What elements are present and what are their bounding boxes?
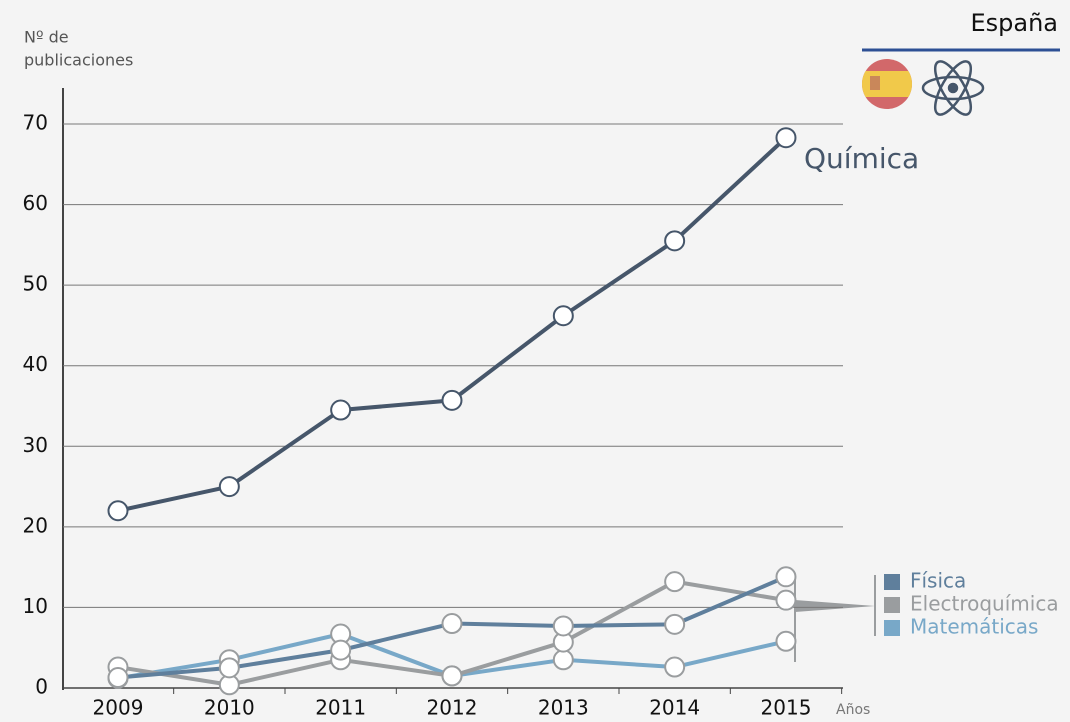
- legend-swatch: [884, 620, 900, 636]
- x-tick-label: 2009: [93, 696, 144, 720]
- y-axis-label: publicaciones: [24, 51, 133, 70]
- point: [107, 500, 129, 522]
- y-tick-label: 20: [23, 513, 48, 537]
- x-tick-label: 2014: [649, 696, 700, 720]
- point: [330, 639, 352, 661]
- y-tick-label: 60: [23, 191, 48, 215]
- y-tick-label: 10: [23, 594, 48, 618]
- x-tick-label: 2013: [538, 696, 589, 720]
- point: [552, 305, 574, 327]
- y-tick-label: 30: [23, 433, 48, 457]
- point: [441, 665, 463, 687]
- point: [330, 399, 352, 421]
- point: [775, 630, 797, 652]
- point: [218, 657, 240, 679]
- atom-icon: [921, 60, 985, 116]
- point: [664, 656, 686, 678]
- point: [664, 613, 686, 635]
- legend-pointer: [795, 600, 875, 612]
- x-tick-label: 2015: [761, 696, 812, 720]
- point: [775, 589, 797, 611]
- point: [552, 649, 574, 671]
- series-label: Química: [804, 142, 919, 175]
- point: [218, 476, 240, 498]
- x-tick-label: 2010: [204, 696, 255, 720]
- legend-swatch: [884, 597, 900, 613]
- x-tick-label: 2012: [427, 696, 478, 720]
- legend-label: Electroquímica: [910, 592, 1059, 616]
- y-axis-label: Nº de: [24, 28, 69, 47]
- series-line: [117, 136, 788, 513]
- point: [775, 127, 797, 149]
- y-tick-label: 50: [23, 272, 48, 296]
- point: [441, 389, 463, 411]
- legend-label: Física: [910, 569, 966, 593]
- y-tick-label: 70: [23, 111, 48, 135]
- point: [107, 667, 129, 689]
- x-axis-label: Años: [836, 702, 870, 718]
- point: [441, 613, 463, 635]
- point: [775, 566, 797, 588]
- x-tick-label: 2011: [315, 696, 366, 720]
- chart-title: España: [970, 9, 1058, 37]
- point: [552, 615, 574, 637]
- y-tick-label: 40: [23, 352, 48, 376]
- legend-label: Matemáticas: [910, 615, 1038, 639]
- y-tick-label: 0: [35, 675, 48, 699]
- point: [664, 230, 686, 252]
- flag-icon: [862, 59, 912, 109]
- legend-swatch: [884, 574, 900, 590]
- point: [664, 571, 686, 593]
